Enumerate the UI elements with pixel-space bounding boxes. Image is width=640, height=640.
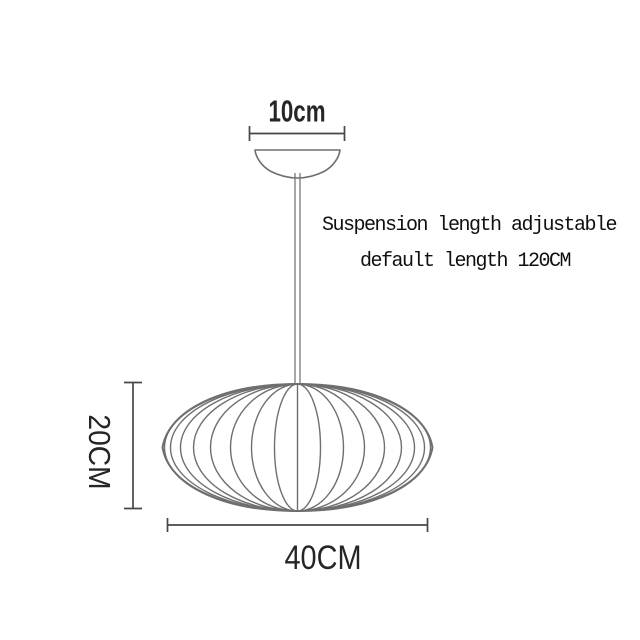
suspension-rod [294,173,301,384]
canopy-width-dimension: 10cm [248,94,346,141]
shade-outline [161,382,434,513]
ceiling-canopy [254,149,341,179]
lampshade [161,382,434,513]
note-line-1: Suspension length adjustable [322,214,617,237]
shade-width-label: 40CM [284,538,361,577]
shade-ribs [163,383,432,512]
shade-height-dimension: 20CM [82,381,142,510]
shade-width-dimension: 40CM [166,518,429,577]
suspension-note: Suspension length adjustable default len… [322,214,618,273]
canopy-width-label: 10cm [268,94,325,128]
note-line-2: default length 120CM [360,250,571,273]
canopy-shape [254,149,341,179]
shade-height-label: 20CM [82,414,117,489]
